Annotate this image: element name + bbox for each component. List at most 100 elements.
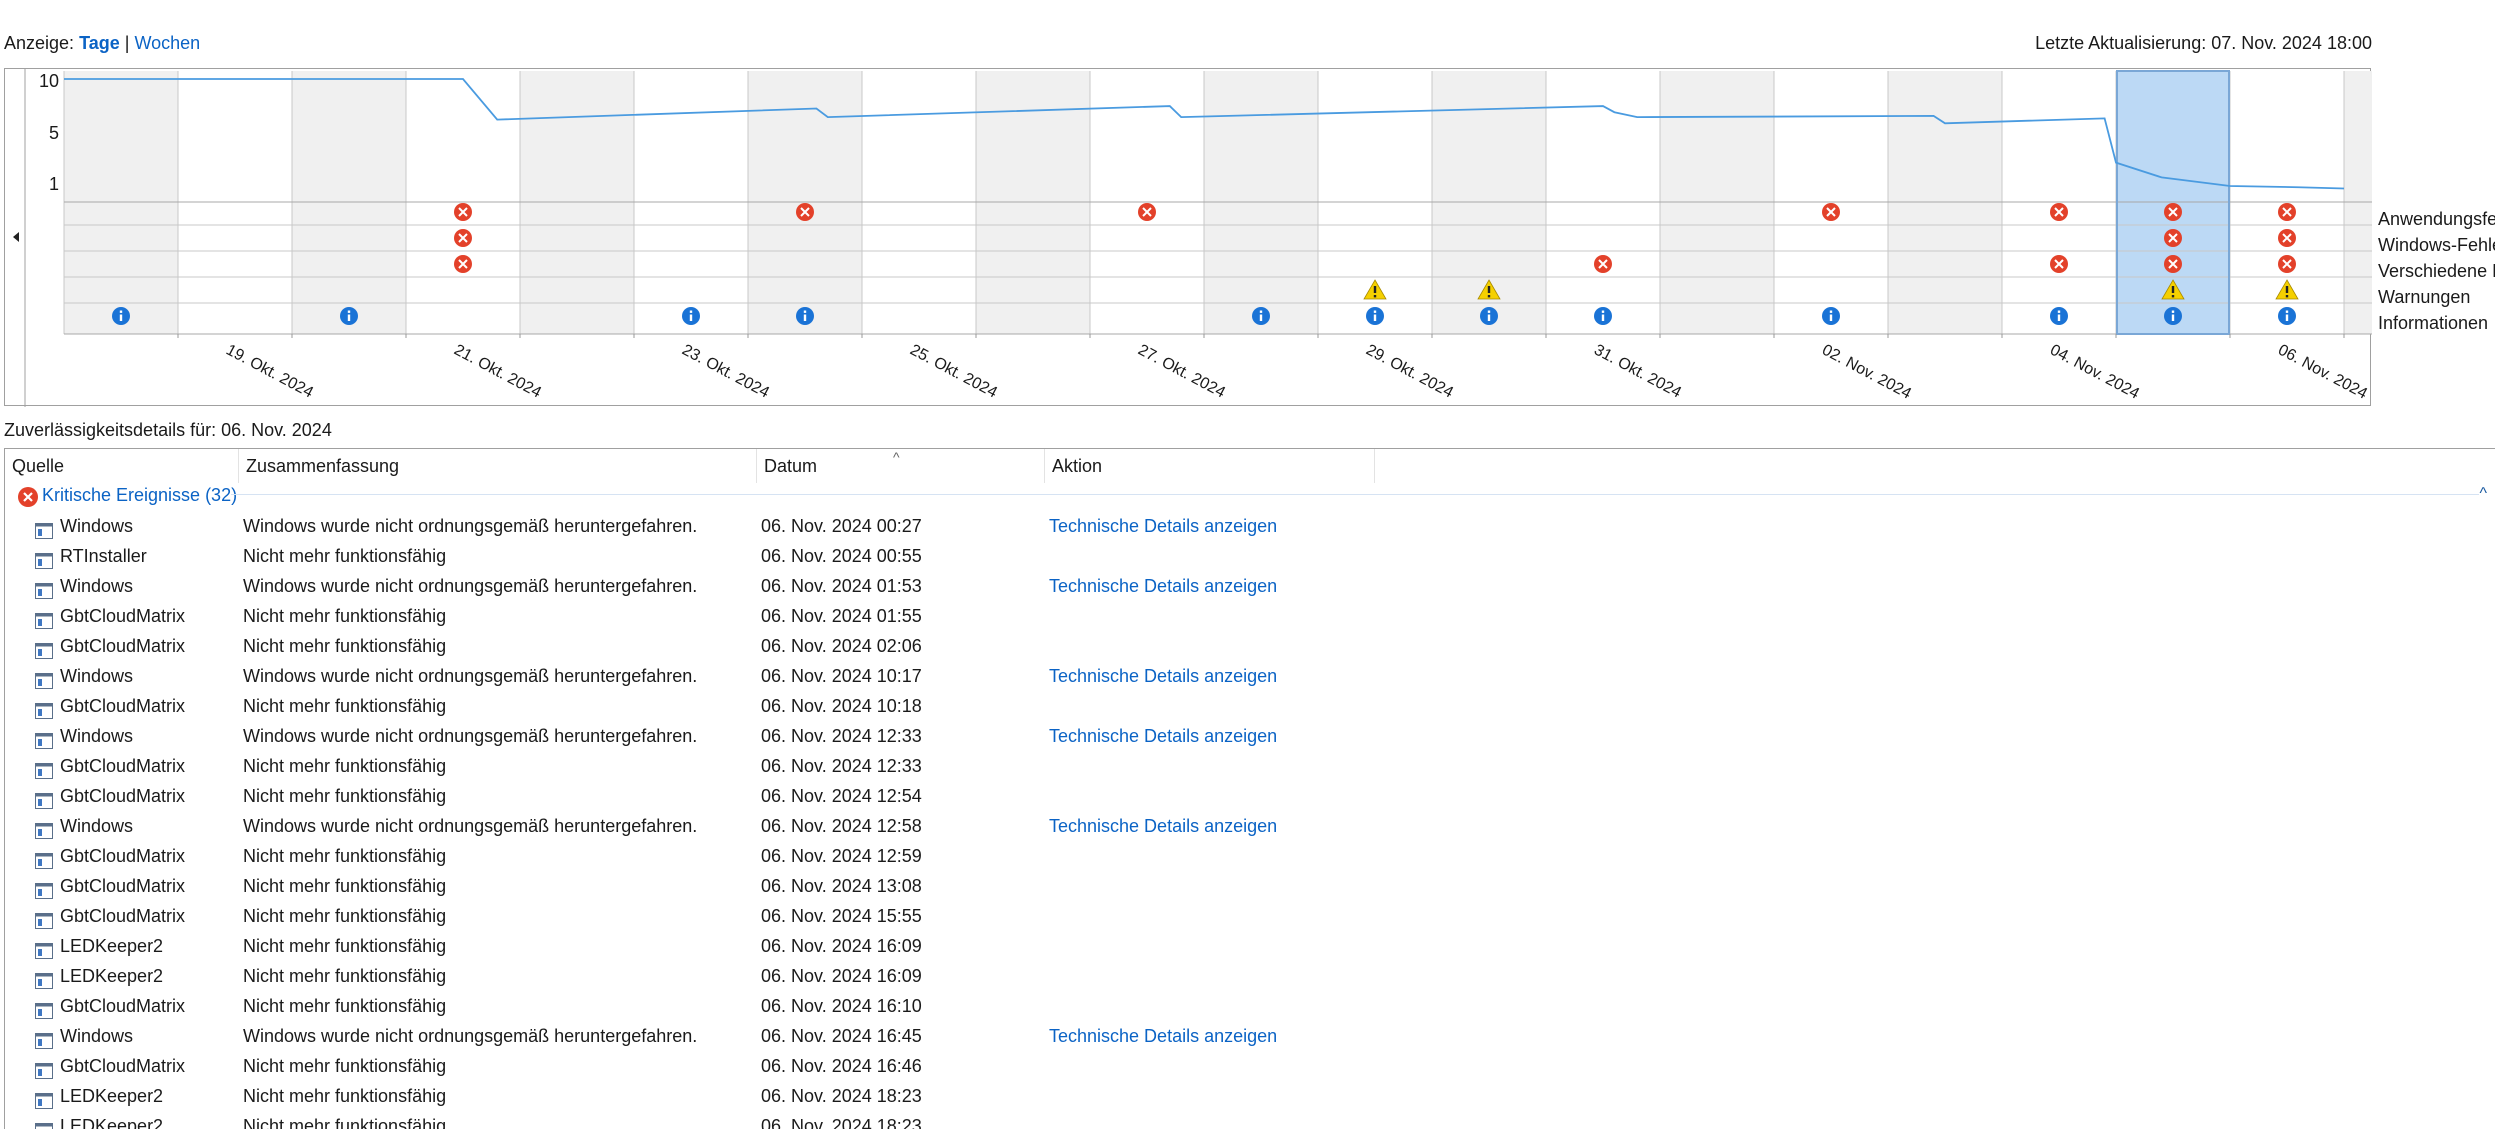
row-summary: Nicht mehr funktionsfähig [243, 1116, 447, 1129]
table-row[interactable]: GbtCloudMatrix Nicht mehr funktionsfähig 0… [5, 901, 2495, 931]
row-date: 06. Nov. 2024 10:18 [761, 696, 922, 716]
table-row[interactable]: Windows Windows wurde nicht ordnungsgemäß… [5, 721, 2495, 751]
table-row[interactable]: LEDKeeper2 Nicht mehr funktionsfähig 06. N… [5, 1081, 2495, 1111]
view-days-link[interactable]: Tage [79, 33, 120, 53]
legend-information: Informationen [2378, 313, 2489, 333]
table-row[interactable]: GbtCloudMatrix Nicht mehr funktionsfähig 0… [5, 1051, 2495, 1081]
row-source: GbtCloudMatrix [60, 996, 186, 1016]
info-icon[interactable] [2164, 307, 2182, 325]
table-row[interactable]: Windows Windows wurde nicht ordnungsgemäß… [5, 571, 2495, 601]
row-summary: Nicht mehr funktionsfähig [243, 876, 447, 896]
misc-error-icon[interactable] [2164, 255, 2182, 273]
misc-error-icon[interactable] [2050, 255, 2068, 273]
warning-icon[interactable] [1363, 279, 1387, 300]
windows-error-icon[interactable] [2164, 229, 2182, 247]
table-row[interactable]: RTInstaller Nicht mehr funktionsfähig 06. … [5, 541, 2495, 571]
application-error-icon[interactable] [1822, 203, 1840, 221]
row-date: 06. Nov. 2024 13:08 [761, 876, 922, 896]
misc-error-icon[interactable] [454, 255, 472, 273]
windows-error-icon[interactable] [454, 229, 472, 247]
x-axis-label: 06. Nov. 2024 [2275, 342, 2370, 403]
row-summary: Windows wurde nicht ordnungsgemäß herunt… [243, 1026, 698, 1046]
x-axis-label: 31. Okt. 2024 [1591, 342, 1684, 402]
row-action-link[interactable]: Technische Details anzeigen [1049, 666, 1278, 686]
table-row[interactable]: GbtCloudMatrix Nicht mehr funktionsfähig 0… [5, 871, 2495, 901]
info-icon[interactable] [796, 307, 814, 325]
app-window-icon [35, 1118, 53, 1129]
info-icon[interactable] [340, 307, 358, 325]
x-axis-label: 02. Nov. 2024 [1819, 342, 1914, 403]
info-icon[interactable] [2278, 307, 2296, 325]
info-icon[interactable] [1594, 307, 1612, 325]
details-title: Zuverlässigkeitsdetails für: 06. Nov. 20… [4, 420, 332, 440]
reliability-chart-svg[interactable]: 10 5 1 19. Okt. 2024 21. Okt. 2024 23. Okt. 2… [5, 69, 2372, 407]
row-source: LEDKeeper2 [60, 1116, 164, 1129]
row-source: GbtCloudMatrix [60, 876, 186, 896]
row-action-link[interactable]: Technische Details anzeigen [1049, 816, 1278, 836]
group-header-critical[interactable]: Kritische Ereignisse (32) ^ [5, 483, 2495, 511]
warning-icon[interactable] [1477, 279, 1501, 300]
table-row[interactable]: GbtCloudMatrix Nicht mehr funktionsfähig 0… [5, 751, 2495, 781]
row-action-link[interactable]: Technische Details anzeigen [1049, 1026, 1278, 1046]
row-summary: Nicht mehr funktionsfähig [243, 546, 447, 566]
table-row[interactable]: LEDKeeper2 Nicht mehr funktionsfähig 06. N… [5, 961, 2495, 991]
row-source: LEDKeeper2 [60, 936, 164, 956]
app-window-icon [35, 938, 53, 959]
misc-error-icon[interactable] [2278, 255, 2296, 273]
application-error-icon[interactable] [454, 203, 472, 221]
table-row[interactable]: Windows Windows wurde nicht ordnungsgemäß… [5, 1021, 2495, 1051]
app-window-icon [35, 998, 53, 1019]
table-row[interactable]: GbtCloudMatrix Nicht mehr funktionsfähig 0… [5, 841, 2495, 871]
column-header-summary[interactable]: Zusammenfassung [239, 449, 757, 483]
row-date: 06. Nov. 2024 18:23 [761, 1116, 922, 1129]
row-summary: Windows wurde nicht ordnungsgemäß herunt… [243, 576, 698, 596]
scroll-left-icon[interactable] [13, 232, 19, 242]
column-header-action[interactable]: Aktion [1045, 449, 1375, 483]
application-error-icon[interactable] [2278, 203, 2296, 221]
info-icon[interactable] [1252, 307, 1270, 325]
column-header-source[interactable]: Quelle [5, 449, 239, 483]
info-icon[interactable] [2050, 307, 2068, 325]
row-summary: Nicht mehr funktionsfähig [243, 1056, 447, 1076]
row-action-link[interactable]: Technische Details anzeigen [1049, 576, 1278, 596]
row-action-link[interactable]: Technische Details anzeigen [1049, 726, 1278, 746]
table-row[interactable]: Windows Windows wurde nicht ordnungsgemäß… [5, 811, 2495, 841]
table-row[interactable]: GbtCloudMatrix Nicht mehr funktionsfähig 0… [5, 781, 2495, 811]
collapse-chevron-icon[interactable]: ^ [2479, 485, 2487, 502]
row-summary: Nicht mehr funktionsfähig [243, 1086, 447, 1106]
table-row[interactable]: GbtCloudMatrix Nicht mehr funktionsfähig 0… [5, 601, 2495, 631]
application-error-icon[interactable] [2164, 203, 2182, 221]
info-icon[interactable] [1366, 307, 1384, 325]
row-action-link[interactable]: Technische Details anzeigen [1049, 516, 1278, 536]
table-row[interactable]: Windows Windows wurde nicht ordnungsgemäß… [5, 661, 2495, 691]
windows-error-icon[interactable] [2278, 229, 2296, 247]
info-icon[interactable] [682, 307, 700, 325]
selected-day-highlight [2116, 70, 2230, 335]
row-source: Windows [60, 1026, 134, 1046]
table-row[interactable]: GbtCloudMatrix Nicht mehr funktionsfähig 0… [5, 991, 2495, 1021]
application-error-icon[interactable] [1138, 203, 1156, 221]
misc-error-icon[interactable] [1594, 255, 1612, 273]
group-label: Kritische Ereignisse (32) [42, 485, 238, 505]
app-window-icon [35, 818, 53, 839]
table-row[interactable]: LEDKeeper2 Nicht mehr funktionsfähig 06. N… [5, 1111, 2495, 1129]
warning-icon[interactable] [2161, 279, 2185, 300]
table-row[interactable]: GbtCloudMatrix Nicht mehr funktionsfähig 0… [5, 631, 2495, 661]
reliability-chart: 10 5 1 19. Okt. 2024 21. Okt. 2024 23. Okt. 2… [4, 68, 2372, 407]
application-error-icon[interactable] [796, 203, 814, 221]
warning-icon[interactable] [2275, 279, 2299, 300]
row-date: 06. Nov. 2024 16:10 [761, 996, 922, 1016]
info-icon[interactable] [1480, 307, 1498, 325]
row-date: 06. Nov. 2024 15:55 [761, 906, 922, 926]
column-header-date[interactable]: Datum [757, 449, 1045, 483]
legend-warnings: Warnungen [2378, 287, 2471, 307]
application-error-icon[interactable] [2050, 203, 2068, 221]
info-icon[interactable] [1822, 307, 1840, 325]
table-row[interactable]: GbtCloudMatrix Nicht mehr funktionsfähig 0… [5, 691, 2495, 721]
view-weeks-link[interactable]: Wochen [134, 33, 201, 53]
legend-misc-errors: Verschiedene Fehler [2378, 261, 2495, 281]
table-row[interactable]: LEDKeeper2 Nicht mehr funktionsfähig 06. N… [5, 931, 2495, 961]
info-icon[interactable] [112, 307, 130, 325]
x-axis-label: 23. Okt. 2024 [679, 342, 772, 402]
table-row[interactable]: Windows Windows wurde nicht ordnungsgemäß… [5, 511, 2495, 541]
